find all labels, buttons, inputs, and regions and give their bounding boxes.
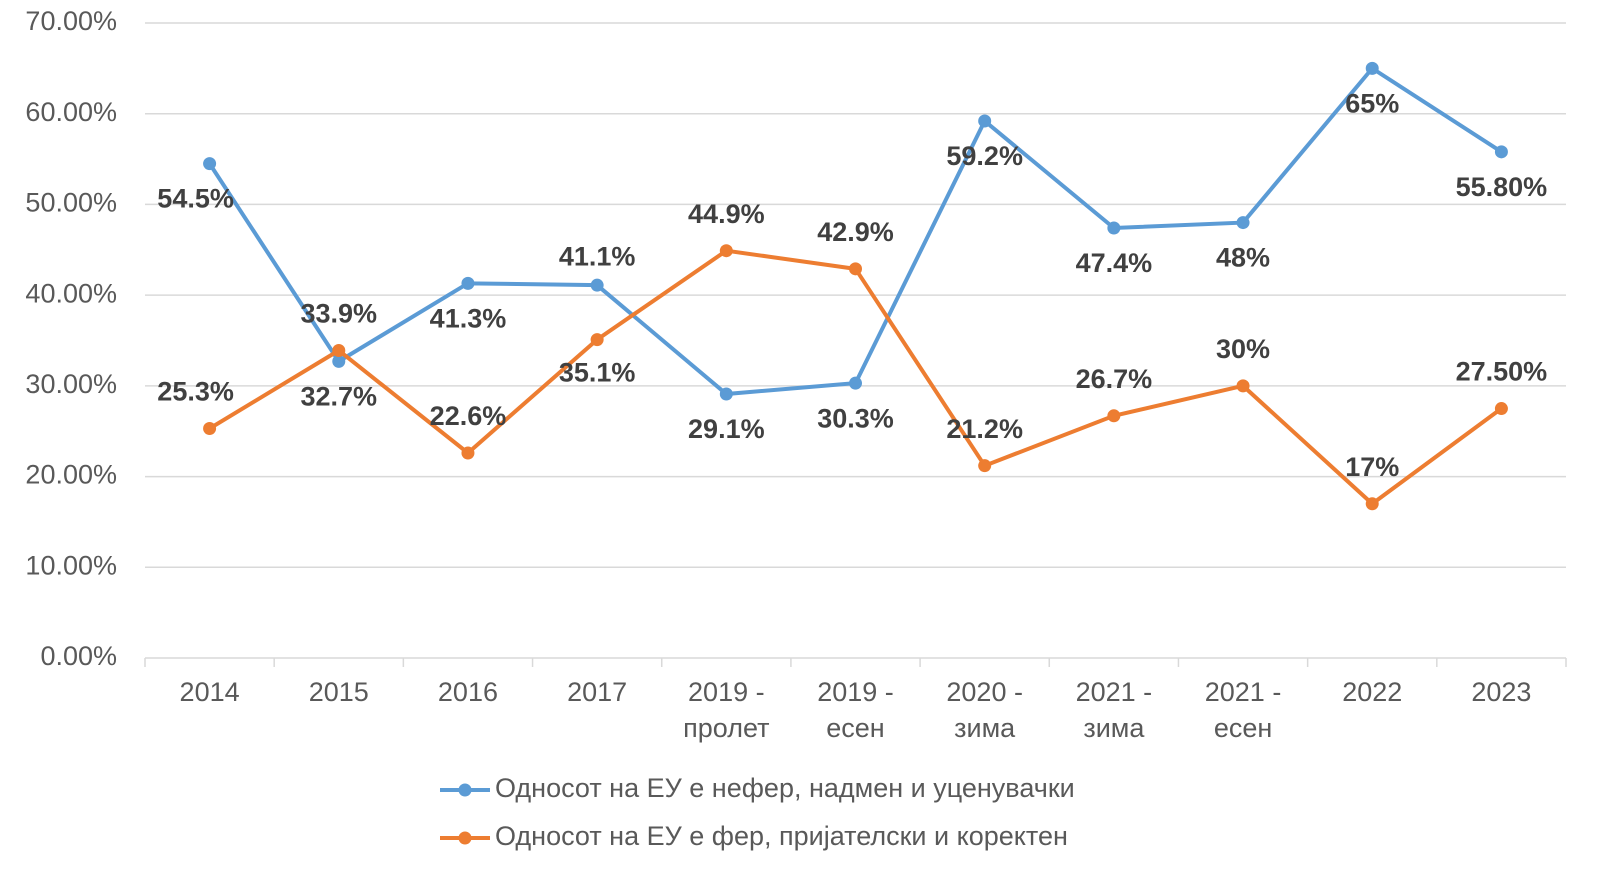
- marker: [1107, 221, 1121, 235]
- marker: [719, 387, 733, 401]
- data-label: 59.2%: [946, 141, 1023, 171]
- marker: [590, 333, 604, 347]
- legend-marker: [458, 831, 472, 845]
- x-tick-label: 2019 -пролет: [683, 677, 769, 743]
- data-label: 41.3%: [430, 303, 507, 333]
- marker: [1236, 379, 1250, 393]
- marker: [719, 244, 733, 258]
- marker: [203, 157, 217, 171]
- data-label: 30.3%: [817, 403, 894, 433]
- data-label: 47.4%: [1076, 248, 1153, 278]
- data-label: 42.9%: [817, 217, 894, 247]
- data-label: 33.9%: [300, 299, 377, 329]
- marker: [203, 421, 217, 435]
- data-label: 48%: [1216, 243, 1270, 273]
- y-tick-label: 10.00%: [25, 550, 117, 580]
- marker: [1236, 216, 1250, 230]
- y-tick-label: 40.00%: [25, 278, 117, 308]
- y-tick-label: 60.00%: [25, 97, 117, 127]
- data-label: 25.3%: [157, 377, 234, 407]
- legend-label: Односот на ЕУ е фер, пријателски и корек…: [495, 821, 1068, 851]
- data-label: 26.7%: [1076, 364, 1153, 394]
- y-tick-label: 20.00%: [25, 460, 117, 490]
- data-label: 22.6%: [430, 401, 507, 431]
- legend-label: Односот на ЕУ е нефер, надмен и уценувач…: [495, 773, 1075, 803]
- marker: [849, 376, 862, 390]
- data-label: 54.5%: [157, 184, 234, 214]
- y-tick-label: 50.00%: [25, 188, 117, 218]
- legend-marker: [458, 783, 472, 797]
- marker: [1365, 497, 1379, 511]
- x-tick-label: 2014: [180, 677, 240, 707]
- data-label: 35.1%: [559, 358, 636, 388]
- data-label: 17%: [1345, 452, 1399, 482]
- y-tick-label: 0.00%: [40, 641, 117, 671]
- data-label: 44.9%: [688, 199, 765, 229]
- x-tick-label: 2022: [1342, 677, 1402, 707]
- y-tick-label: 70.00%: [25, 6, 117, 36]
- data-label: 32.7%: [300, 381, 377, 411]
- data-label: 29.1%: [688, 414, 765, 444]
- x-tick-label: 2021 -зима: [1076, 677, 1153, 743]
- data-label: 21.2%: [946, 414, 1023, 444]
- x-tick-label: 2016: [438, 677, 498, 707]
- data-label: 65%: [1345, 88, 1399, 118]
- marker: [461, 276, 475, 290]
- x-tick-label: 2023: [1471, 677, 1531, 707]
- x-tick-label: 2019 -есен: [817, 677, 894, 743]
- data-label: 41.1%: [559, 241, 636, 271]
- marker: [1107, 409, 1121, 423]
- marker: [461, 446, 475, 460]
- x-tick-label: 2021 -есен: [1205, 677, 1282, 743]
- marker: [332, 354, 346, 368]
- x-tick-label: 2017: [567, 677, 627, 707]
- marker: [978, 114, 992, 128]
- marker: [332, 343, 346, 357]
- marker: [978, 459, 992, 473]
- data-label: 27.50%: [1456, 357, 1548, 387]
- data-label: 30%: [1216, 334, 1270, 364]
- y-tick-label: 30.00%: [25, 369, 117, 399]
- marker: [1365, 61, 1379, 75]
- data-label: 55.80%: [1456, 172, 1548, 202]
- x-tick-label: 2020 -зима: [946, 677, 1023, 743]
- marker: [849, 262, 862, 276]
- x-tick-label: 2015: [309, 677, 369, 707]
- marker: [1494, 145, 1508, 159]
- marker: [1494, 402, 1508, 416]
- marker: [590, 278, 604, 292]
